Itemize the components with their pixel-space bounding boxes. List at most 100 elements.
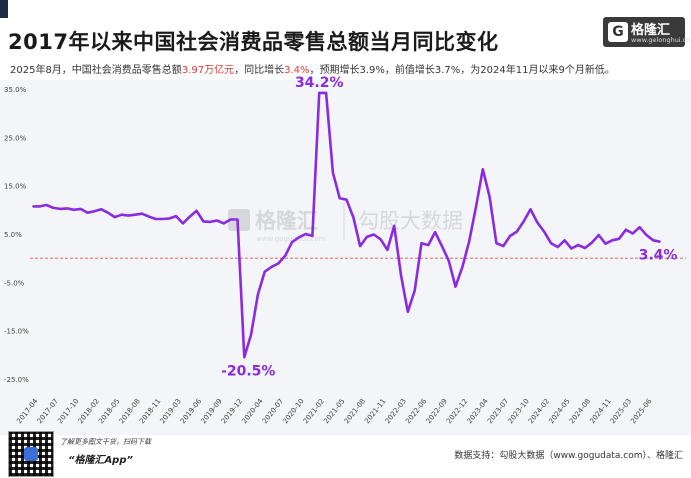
data-point [236, 218, 239, 221]
x-axis: 2017-042017-072017-102018-022018-052018-… [15, 397, 654, 425]
data-point [325, 91, 327, 94]
data-point [529, 208, 532, 211]
data-point [304, 233, 307, 235]
data-point [515, 230, 518, 233]
data-label: 34.2% [295, 75, 344, 91]
data-point [590, 241, 593, 244]
watermark-url: www.gogudata.com [256, 235, 325, 243]
footer: 了解更多图文干货，扫码下载 “格隆汇App” 数据支持：勾股大数据（www.go… [0, 426, 691, 478]
data-point [502, 245, 505, 247]
data-point [536, 221, 539, 224]
data-point [291, 241, 293, 244]
data-point [277, 262, 280, 265]
data-point [297, 236, 300, 239]
data-point [161, 218, 164, 220]
data-point [584, 247, 586, 249]
data-point [168, 217, 171, 220]
data-point [141, 212, 143, 215]
data-point [250, 333, 252, 336]
data-point [93, 210, 96, 213]
data-point [86, 211, 89, 214]
data-point [461, 265, 464, 268]
data-point [38, 205, 41, 208]
data-point [386, 249, 389, 251]
data-point [32, 205, 34, 208]
data-point [243, 356, 246, 359]
x-tick-label: 2025-06 [629, 397, 654, 425]
data-point [441, 245, 443, 247]
y-tick-label: 15.0% [4, 183, 27, 191]
data-source: 数据支持：勾股大数据（www.gogudata.com）、格隆汇 [454, 451, 683, 461]
data-point [311, 235, 314, 237]
y-tick-label: -5.0% [4, 279, 25, 287]
chart-header: 2017年以来中国社会消费品零售总额当月同比变化 G 格隆汇 www.gelon… [0, 0, 691, 60]
data-point [495, 242, 498, 245]
data-point [659, 240, 661, 243]
data-point [120, 213, 123, 216]
data-point [134, 213, 137, 216]
data-point [127, 214, 130, 217]
y-tick-label: 25.0% [4, 134, 27, 142]
data-point [359, 245, 362, 247]
data-point [147, 215, 150, 218]
watermark-text-a: 格隆汇 [255, 209, 318, 233]
data-point [284, 254, 287, 257]
subtitle-part3: ，预期增长3.9%，前值增长3.7%，为2024年11月以来9个月新低。 [309, 65, 615, 76]
data-point [413, 289, 416, 292]
data-point [379, 238, 382, 241]
data-point [556, 246, 559, 248]
qr-logo-icon [24, 447, 38, 461]
data-point [45, 204, 48, 206]
data-point [222, 222, 225, 225]
chart-title: 2017年以来中国社会消费品零售总额当月同比变化 [8, 30, 499, 54]
data-point [618, 237, 621, 240]
logo-g-icon: G [608, 22, 628, 42]
series-line [33, 91, 661, 359]
data-point [345, 198, 348, 201]
logo-name: 格隆汇 [631, 23, 671, 38]
data-point [59, 207, 62, 210]
data-point [570, 247, 573, 250]
data-label: 3.4% [639, 248, 678, 264]
data-point [434, 231, 436, 233]
data-point [154, 218, 157, 220]
data-point [257, 293, 259, 296]
data-point [195, 209, 198, 212]
annotations: 34.2% -20.5% 3.4% [221, 75, 677, 379]
y-tick-label: -25.0% [4, 376, 29, 384]
data-point [263, 270, 266, 273]
data-point [652, 239, 655, 242]
qr-code[interactable] [8, 431, 54, 477]
watermark-logo-icon [228, 209, 250, 231]
data-point [488, 195, 491, 198]
data-point [175, 215, 178, 218]
data-point [638, 226, 641, 229]
data-point [509, 235, 511, 237]
data-point [66, 207, 68, 210]
plot-area [0, 80, 691, 435]
data-point [522, 220, 525, 223]
promo-text: 了解更多图文干货，扫码下载 [60, 438, 151, 446]
subtitle-total-value: 3.97万亿元 [181, 65, 235, 76]
data-point [72, 208, 75, 211]
data-point [563, 239, 566, 242]
y-tick-label: -15.0% [4, 328, 29, 336]
data-point [604, 242, 607, 245]
data-point [454, 285, 457, 288]
data-point [645, 234, 648, 236]
data-point [481, 168, 484, 171]
data-point [597, 234, 600, 236]
data-point [366, 236, 368, 238]
data-point [318, 91, 321, 94]
data-point [577, 244, 580, 247]
data-point [113, 216, 116, 218]
data-point [372, 233, 375, 236]
data-point [420, 242, 423, 245]
chart-subtitle: 2025年8月，中国社会消费品零售总额3.97万亿元，同比增长3.4%，预期增长… [10, 61, 615, 76]
y-tick-label: 35.0% [4, 86, 27, 94]
data-point [611, 239, 614, 242]
data-point [427, 244, 430, 247]
subtitle-part2: ，同比增长 [234, 65, 285, 76]
logo-url: www.gelonghui.com [631, 36, 691, 44]
data-point [107, 211, 109, 214]
